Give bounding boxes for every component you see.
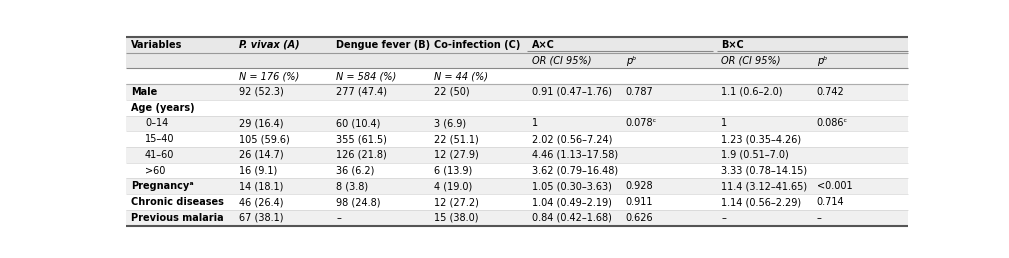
Text: 3.33 (0.78–14.15): 3.33 (0.78–14.15): [721, 166, 807, 176]
Text: 41–60: 41–60: [145, 150, 175, 160]
Text: 0.086ᶜ: 0.086ᶜ: [816, 118, 848, 128]
Text: pᵇ: pᵇ: [816, 55, 827, 66]
Text: Previous malaria: Previous malaria: [131, 213, 223, 223]
Text: <0.001: <0.001: [816, 181, 853, 191]
Text: 0.911: 0.911: [626, 197, 653, 207]
Text: N = 584 (%): N = 584 (%): [336, 71, 397, 81]
Text: 4 (19.0): 4 (19.0): [434, 181, 472, 191]
Text: 12 (27.9): 12 (27.9): [434, 150, 479, 160]
Text: 0.787: 0.787: [626, 87, 654, 97]
Text: 1: 1: [721, 118, 727, 128]
Text: 22 (50): 22 (50): [434, 87, 470, 97]
Text: 277 (47.4): 277 (47.4): [336, 87, 387, 97]
Text: 14 (18.1): 14 (18.1): [239, 181, 284, 191]
Text: N = 44 (%): N = 44 (%): [434, 71, 488, 81]
Text: 0.626: 0.626: [626, 213, 654, 223]
Text: 98 (24.8): 98 (24.8): [336, 197, 381, 207]
Text: 0.91 (0.47–1.76): 0.91 (0.47–1.76): [532, 87, 612, 97]
Text: Variables: Variables: [131, 40, 183, 50]
Text: 0.078ᶜ: 0.078ᶜ: [626, 118, 657, 128]
Bar: [126, 68, 908, 84]
Text: 8 (3.8): 8 (3.8): [336, 181, 368, 191]
Text: 1.23 (0.35–4.26): 1.23 (0.35–4.26): [721, 134, 801, 144]
Text: 1: 1: [532, 118, 538, 128]
Text: 2.02 (0.56–7.24): 2.02 (0.56–7.24): [532, 134, 612, 144]
Text: 67 (38.1): 67 (38.1): [239, 213, 284, 223]
Text: 1.1 (0.6–2.0): 1.1 (0.6–2.0): [721, 87, 783, 97]
Text: 1.05 (0.30–3.63): 1.05 (0.30–3.63): [532, 181, 611, 191]
Text: 22 (51.1): 22 (51.1): [434, 134, 479, 144]
Text: >60: >60: [145, 166, 165, 176]
Text: 60 (10.4): 60 (10.4): [336, 118, 380, 128]
Bar: [126, 147, 908, 163]
Text: 105 (59.6): 105 (59.6): [239, 134, 290, 144]
Text: 92 (52.3): 92 (52.3): [239, 87, 284, 97]
Text: 1.9 (0.51–7.0): 1.9 (0.51–7.0): [721, 150, 789, 160]
Text: pᵇ: pᵇ: [626, 55, 637, 66]
Text: –: –: [816, 213, 821, 223]
Text: N = 176 (%): N = 176 (%): [239, 71, 299, 81]
Text: 3.62 (0.79–16.48): 3.62 (0.79–16.48): [532, 166, 619, 176]
Text: 6 (13.9): 6 (13.9): [434, 166, 472, 176]
Bar: [126, 37, 908, 53]
Text: 29 (16.4): 29 (16.4): [239, 118, 284, 128]
Text: 3 (6.9): 3 (6.9): [434, 118, 466, 128]
Text: P. vivax (A): P. vivax (A): [239, 40, 300, 50]
Text: 12 (27.2): 12 (27.2): [434, 197, 479, 207]
Text: 0.928: 0.928: [626, 181, 654, 191]
Text: Pregnancyᵃ: Pregnancyᵃ: [131, 181, 194, 191]
Text: 4.46 (1.13–17.58): 4.46 (1.13–17.58): [532, 150, 619, 160]
Text: Dengue fever (B): Dengue fever (B): [336, 40, 431, 50]
Bar: [126, 131, 908, 147]
Bar: [126, 163, 908, 179]
Text: 0.84 (0.42–1.68): 0.84 (0.42–1.68): [532, 213, 611, 223]
Bar: [126, 100, 908, 116]
Text: 46 (26.4): 46 (26.4): [239, 197, 284, 207]
Bar: [126, 179, 908, 194]
Bar: [126, 210, 908, 226]
Text: 1.14 (0.56–2.29): 1.14 (0.56–2.29): [721, 197, 801, 207]
Text: 16 (9.1): 16 (9.1): [239, 166, 277, 176]
Text: –: –: [336, 213, 341, 223]
Text: 1.04 (0.49–2.19): 1.04 (0.49–2.19): [532, 197, 611, 207]
Text: Age (years): Age (years): [131, 103, 195, 113]
Text: Co-infection (C): Co-infection (C): [434, 40, 521, 50]
Text: B×C: B×C: [721, 40, 744, 50]
Text: 0.742: 0.742: [816, 87, 845, 97]
Text: 26 (14.7): 26 (14.7): [239, 150, 284, 160]
Text: –: –: [721, 213, 726, 223]
Bar: [126, 53, 908, 68]
Text: 355 (61.5): 355 (61.5): [336, 134, 387, 144]
Text: A×C: A×C: [532, 40, 555, 50]
Text: 0.714: 0.714: [816, 197, 845, 207]
Bar: [126, 84, 908, 100]
Text: 11.4 (3.12–41.65): 11.4 (3.12–41.65): [721, 181, 807, 191]
Text: 126 (21.8): 126 (21.8): [336, 150, 387, 160]
Text: OR (CI 95%): OR (CI 95%): [721, 55, 781, 66]
Text: OR (CI 95%): OR (CI 95%): [532, 55, 591, 66]
Text: 15 (38.0): 15 (38.0): [434, 213, 478, 223]
Text: 15–40: 15–40: [145, 134, 175, 144]
Bar: [126, 116, 908, 131]
Text: Chronic diseases: Chronic diseases: [131, 197, 224, 207]
Text: Male: Male: [131, 87, 157, 97]
Text: 36 (6.2): 36 (6.2): [336, 166, 375, 176]
Bar: [126, 194, 908, 210]
Text: 0–14: 0–14: [145, 118, 169, 128]
